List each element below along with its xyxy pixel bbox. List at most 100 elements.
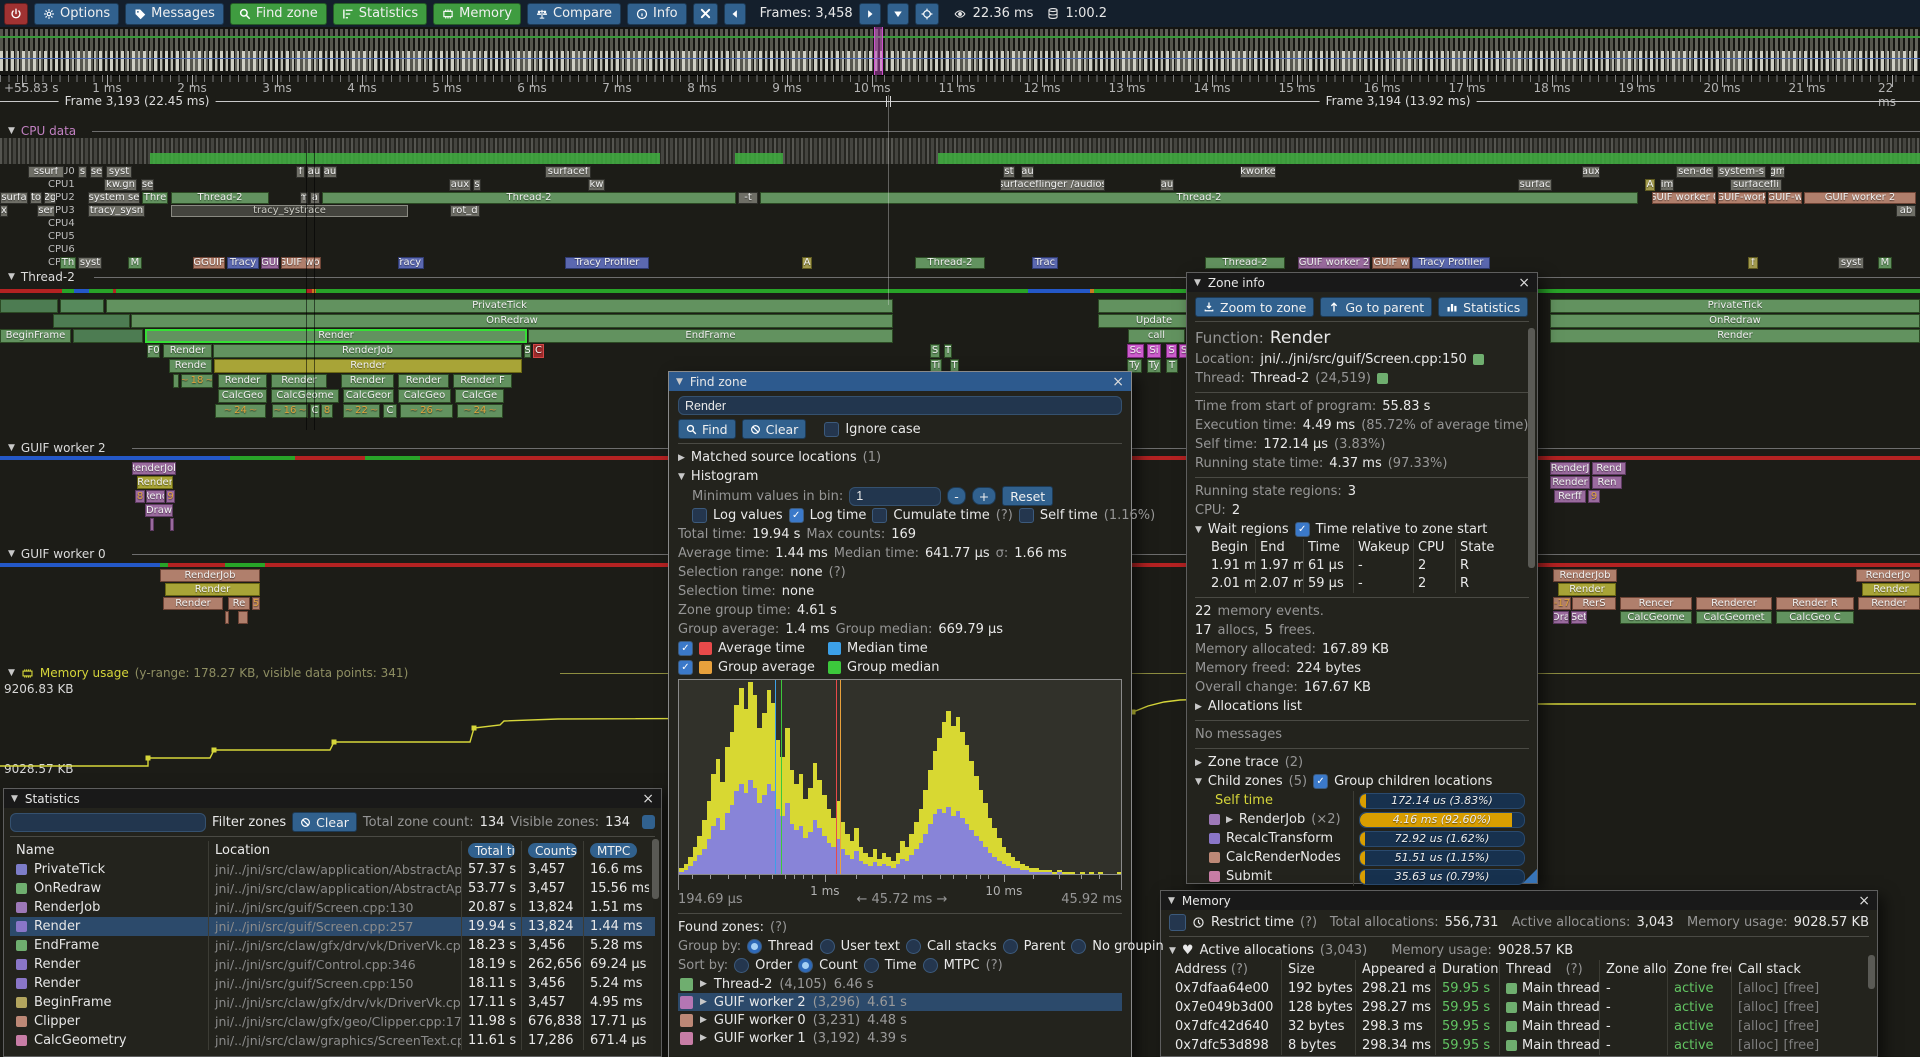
cpu-zone-chip[interactable]: a	[310, 192, 320, 204]
zone-chip[interactable]: Render	[163, 597, 223, 610]
statistics-titlebar[interactable]: ▼ Statistics ×	[4, 789, 661, 808]
table-row[interactable]: Clipper jni/../jni/src/claw/gfx/geo/Clipp…	[10, 1012, 655, 1031]
cpu-zone-chip[interactable]: Thread-2	[322, 192, 736, 204]
cpu-zone-chip[interactable]: ser	[37, 205, 55, 217]
zone-chip[interactable]: 9	[166, 490, 175, 503]
collapse-arrow-icon[interactable]: ▼	[8, 443, 15, 453]
restrict-time-checkbox[interactable]	[1169, 914, 1186, 931]
zone-chip[interactable]: 16	[272, 404, 308, 418]
allocation-row[interactable]: 0x7dfaa64e00 192 bytes 298.21 ms 59.95 s Mai…	[1169, 979, 1869, 998]
cpu-zone-chip[interactable]: Thread-2	[760, 192, 1638, 204]
collapse-arrow-icon[interactable]: ▼	[1195, 524, 1202, 535]
zone-chip[interactable]: C	[383, 404, 397, 418]
zone-chip[interactable]: Render F	[453, 374, 512, 388]
zone-statistics-button[interactable]: Statistics	[1438, 297, 1529, 317]
zone-chip[interactable]: CalcGeo	[218, 389, 267, 403]
cpu-zone-chip[interactable]: se	[90, 166, 103, 178]
time-ruler[interactable]: +55.83 s 1 ms 2 ms 3 ms 4 ms 5 ms 6 ms 7 ms 8 m…	[0, 75, 1920, 109]
cpu-zone-chip[interactable]: M	[1878, 257, 1892, 269]
child-zones-row[interactable]: ▼ Child zones (5) ✓ Group children locations	[1195, 774, 1493, 789]
cpu-zone-chip[interactable]: au	[1021, 166, 1034, 178]
sort-by-option[interactable]: MTPC	[943, 958, 980, 973]
cpu-zone-chip[interactable]: GUIF wor	[281, 257, 321, 269]
zone-chip[interactable]: Render	[214, 359, 522, 373]
zone-chip[interactable]	[150, 518, 154, 531]
zone-chip[interactable]: RenderJo	[1856, 569, 1920, 582]
cpu-zone-chip[interactable]: system-s	[1717, 166, 1766, 178]
zone-chip[interactable]: S	[524, 344, 531, 358]
expand-arrow-icon[interactable]: ▶	[700, 979, 707, 989]
child-zone-row[interactable]: CalcRenderNodes 51.51 us (1.15%)	[1195, 848, 1529, 867]
zone-chip[interactable]: 24	[215, 404, 266, 418]
collapse-arrow-icon[interactable]: ▼	[8, 668, 15, 678]
allocation-address[interactable]: 0x7dfaa64e00	[1175, 981, 1270, 996]
zone-chip[interactable]: RerS	[1572, 597, 1616, 610]
cpu-zone-chip[interactable]: Thread-2	[1205, 257, 1285, 269]
duration-histogram[interactable]	[678, 679, 1122, 875]
zoom-to-zone-button[interactable]: Zoom to zone	[1195, 297, 1315, 317]
histogram-section-row[interactable]: ▼ Histogram	[678, 467, 1122, 486]
column-thread[interactable]: Thread	[1506, 962, 1552, 977]
cpu-zone-chip[interactable]: to	[30, 192, 42, 204]
help-hint[interactable]: (?)	[985, 958, 1003, 973]
zone-chip[interactable]: 26	[400, 404, 453, 418]
collapse-arrow-icon[interactable]: ▼	[1168, 895, 1175, 906]
zone-chip[interactable]: T	[944, 344, 952, 358]
filter-zones-input[interactable]	[10, 812, 207, 832]
clear-filter-button[interactable]: Clear	[292, 812, 357, 832]
cpu-zone-chip[interactable]: Thre	[142, 192, 168, 204]
messages-button[interactable]: Messages	[125, 2, 224, 25]
zone-chip[interactable]: RenderJ	[1550, 462, 1590, 475]
clear-button[interactable]: Clear	[741, 419, 807, 439]
column-call-stack[interactable]: Call stack	[1731, 960, 1869, 979]
cpu-zone-chip[interactable]: A	[1645, 179, 1655, 191]
zone-chip[interactable]: Ty	[1147, 359, 1161, 373]
group-by-option[interactable]: No groupin	[1092, 939, 1164, 954]
cpu-zone-chip[interactable]: syst	[78, 257, 102, 269]
zone-chip[interactable]: PrivateTick	[1550, 299, 1920, 313]
zone-chip[interactable]	[60, 299, 104, 313]
expand-arrow-icon[interactable]: ▶	[700, 997, 707, 1007]
allocation-row[interactable]: 0x7dfc53d898 8 bytes 298.34 ms 59.95 s Main …	[1169, 1036, 1869, 1055]
cpu-zone-chip[interactable]: Thread-2	[171, 192, 269, 204]
column-zone-free[interactable]: Zone free	[1667, 960, 1731, 979]
cpu-zone-chip[interactable]: st	[1003, 166, 1015, 178]
frame-bar[interactable]: Frame 3,193 (22.45 ms) Frame 3,194 (13.9…	[0, 95, 1920, 108]
cpu-zone-chip[interactable]: Tracy I	[398, 257, 424, 269]
min-bin-input[interactable]	[849, 486, 942, 506]
zone-chip[interactable]: Rende	[169, 359, 212, 373]
zone-trace-row[interactable]: ▶ Zone trace (2)	[1195, 755, 1304, 770]
zone-chip[interactable]: Render	[165, 583, 260, 596]
zone-chip[interactable]: Set	[1571, 611, 1587, 624]
cpu-zone-chip[interactable]: aux	[449, 179, 471, 191]
cpu-zone-chip[interactable]: GUIF w	[1372, 257, 1410, 269]
zone-chip[interactable]: Render	[1858, 597, 1920, 610]
zone-chip[interactable]: OnRedraw	[131, 314, 893, 328]
collapse-arrow-icon[interactable]: ▼	[1194, 277, 1201, 288]
legend-checkbox[interactable]: ✓	[678, 660, 693, 675]
find-zone-search-input[interactable]	[678, 396, 1122, 415]
collapse-arrow-icon[interactable]: ▼	[1195, 776, 1202, 787]
cpu-zone-chip[interactable]: ab	[1896, 205, 1916, 217]
cpu-zone-chip[interactable]: kw	[588, 179, 605, 191]
zone-chip[interactable]: -17	[1553, 597, 1571, 610]
cpu-zone-chip[interactable]: au	[323, 166, 337, 178]
cpu-zone-chip[interactable]: s	[78, 166, 87, 178]
cpu-zone-chip[interactable]: rot_d	[450, 205, 480, 217]
zone-chip[interactable]	[53, 314, 130, 328]
active-allocations-row[interactable]: ▼ ♥ Active allocations (3,043) Memory us…	[1169, 943, 1574, 958]
zone-chip[interactable]: 24	[457, 404, 503, 418]
close-icon[interactable]: ×	[1518, 274, 1530, 291]
options-button[interactable]: Options	[34, 2, 120, 25]
zone-chip[interactable]: Render	[341, 374, 394, 388]
cpu-zone-chip[interactable]: kw.gn	[104, 179, 137, 191]
statistics-scrollbar[interactable]	[652, 839, 659, 899]
zone-chip[interactable]: 5	[252, 597, 260, 610]
expand-arrow-icon[interactable]: ▶	[1195, 757, 1202, 768]
zone-chip[interactable]: Render	[271, 374, 327, 388]
sort-by-radio[interactable]	[734, 958, 750, 973]
zone-chip[interactable]: 8	[135, 490, 145, 503]
cpu-zone-chip[interactable]: surfa	[0, 192, 28, 204]
cpu-data-header[interactable]: ▼ CPU data	[8, 124, 76, 138]
allocation-row[interactable]: 0x7e049b3d00 128 bytes 298.27 ms 59.95 s Mai…	[1169, 998, 1869, 1017]
